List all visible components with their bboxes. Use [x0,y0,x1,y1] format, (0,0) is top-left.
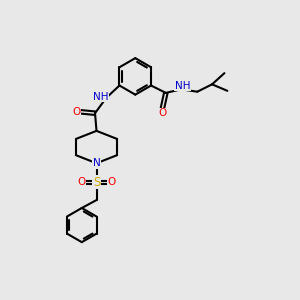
Text: S: S [93,176,100,189]
Text: O: O [78,177,86,188]
Text: N: N [93,158,101,168]
Text: NH: NH [175,81,190,91]
Text: O: O [158,108,166,118]
Text: O: O [72,107,80,117]
Text: NH: NH [93,92,109,102]
Text: O: O [107,177,115,188]
